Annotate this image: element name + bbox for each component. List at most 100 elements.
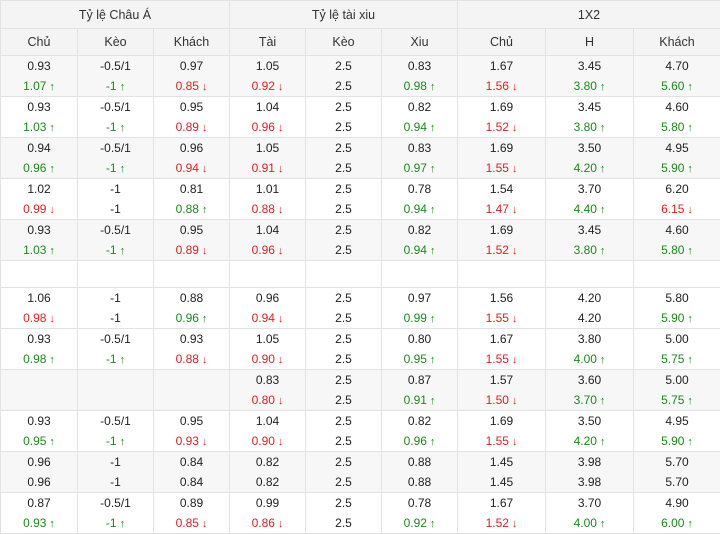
current-odds: 0.86↓ <box>230 513 305 533</box>
odds-value: -1 <box>110 455 121 469</box>
opening-odds: 0.99 <box>230 493 305 513</box>
odds-value: 0.89 <box>176 120 199 134</box>
odds-value: 1.69 <box>490 100 513 114</box>
opening-odds: 0.82 <box>382 97 457 117</box>
odds-value: -0.5/1 <box>100 100 131 114</box>
current-odds: 1.52↓ <box>458 240 545 260</box>
odds-value: 0.93 <box>27 59 50 73</box>
odds-value: 5.90 <box>661 161 684 175</box>
opening-odds: 2.5 <box>306 411 381 431</box>
odds-value: 0.94 <box>176 161 199 175</box>
odds-value: 0.83 <box>408 59 431 73</box>
odds-value: 4.95 <box>665 141 688 155</box>
arrow-up-icon: ↑ <box>600 514 606 534</box>
odds-value: 1.06 <box>27 291 50 305</box>
opening-odds: 0.94 <box>1 138 77 158</box>
opening-odds: 4.90 <box>634 493 720 513</box>
odds-value: 0.78 <box>408 496 431 510</box>
arrow-down-icon: ↓ <box>278 514 284 534</box>
odds-value: 1.56 <box>490 291 513 305</box>
empty-cell <box>634 261 720 288</box>
odds-value: 0.94 <box>404 202 427 216</box>
odds-value: 0.94 <box>404 120 427 134</box>
odds-value: 1.56 <box>486 79 509 93</box>
odds-value: 1.05 <box>256 59 279 73</box>
column-header-away-win: Khách <box>634 29 720 56</box>
current-odds: 5.60↑ <box>634 76 720 96</box>
odds-cell <box>1 370 78 411</box>
opening-odds: 4.95 <box>634 138 720 158</box>
odds-value: -1 <box>106 243 117 257</box>
odds-value: 0.87 <box>27 496 50 510</box>
arrow-up-icon: ↑ <box>430 200 436 220</box>
odds-value: 5.90 <box>661 434 684 448</box>
arrow-up-icon: ↑ <box>49 118 55 138</box>
empty-cell <box>78 261 154 288</box>
opening-odds: 1.67 <box>458 56 545 76</box>
odds-value: 2.5 <box>335 414 352 428</box>
arrow-down-icon: ↓ <box>278 391 284 411</box>
odds-value: 0.84 <box>180 455 203 469</box>
odds-value: 0.96 <box>27 475 50 489</box>
current-odds: -1↑ <box>78 117 153 137</box>
odds-value: -1 <box>106 434 117 448</box>
opening-odds: 0.83 <box>230 370 305 390</box>
odds-value: 4.00 <box>574 516 597 530</box>
arrow-down-icon: ↓ <box>278 200 284 220</box>
odds-value: 1.03 <box>23 120 46 134</box>
current-odds: 0.88↑ <box>154 199 229 219</box>
opening-odds: 1.69 <box>458 97 545 117</box>
odds-value: 4.60 <box>665 100 688 114</box>
current-odds: 0.93↓ <box>154 431 229 451</box>
current-odds: 0.85↓ <box>154 76 229 96</box>
odds-value: 1.47 <box>486 202 509 216</box>
odds-value: 6.20 <box>665 182 688 196</box>
odds-value: 2.5 <box>335 223 352 237</box>
current-odds: 5.80↑ <box>634 117 720 137</box>
odds-value: 0.96 <box>23 161 46 175</box>
arrow-down-icon: ↓ <box>278 159 284 179</box>
odds-value: -1 <box>110 291 121 305</box>
arrow-down-icon: ↓ <box>202 77 208 97</box>
current-odds: 1.45 <box>458 472 545 492</box>
current-odds: 0.99↑ <box>382 308 457 328</box>
current-odds: -1↑ <box>78 240 153 260</box>
odds-value: -1 <box>106 352 117 366</box>
arrow-up-icon: ↑ <box>120 432 126 452</box>
opening-odds: 0.80 <box>382 329 457 349</box>
odds-value: 0.82 <box>408 414 431 428</box>
current-odds: 2.5 <box>306 199 381 219</box>
odds-value: 0.95 <box>23 434 46 448</box>
odds-value: 1.69 <box>490 414 513 428</box>
odds-value: 1.55 <box>486 161 509 175</box>
opening-odds: 0.83 <box>382 56 457 76</box>
opening-odds: 0.83 <box>382 138 457 158</box>
odds-value: 1.54 <box>490 182 513 196</box>
